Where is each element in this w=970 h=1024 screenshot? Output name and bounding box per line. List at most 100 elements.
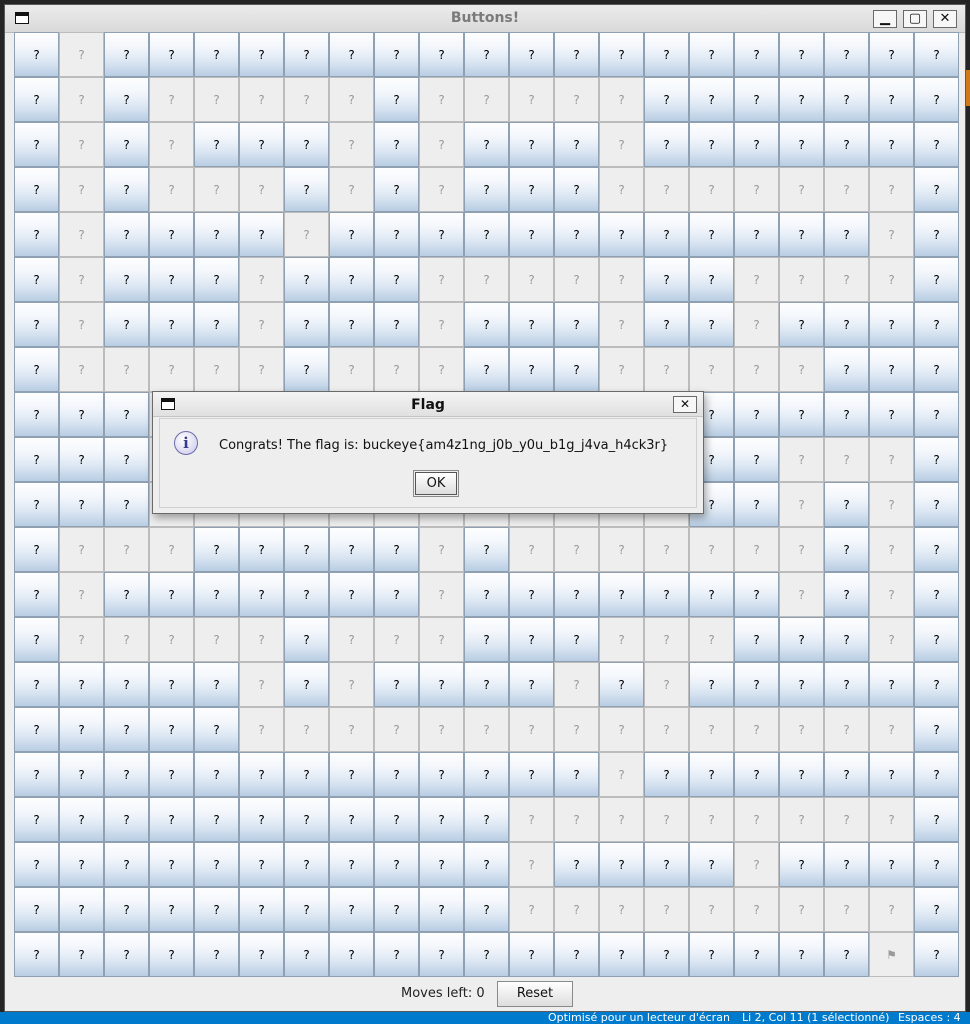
grid-button[interactable]: ? xyxy=(554,212,599,257)
grid-button[interactable]: ? xyxy=(644,752,689,797)
reset-button[interactable]: Reset xyxy=(497,981,573,1007)
grid-button[interactable]: ? xyxy=(374,797,419,842)
grid-button[interactable]: ? xyxy=(104,32,149,77)
grid-button[interactable]: ? xyxy=(734,77,779,122)
grid-button[interactable]: ? xyxy=(59,392,104,437)
grid-button[interactable]: ? xyxy=(464,842,509,887)
grid-button[interactable]: ? xyxy=(644,302,689,347)
grid-button[interactable]: ? xyxy=(734,437,779,482)
close-icon[interactable]: ✕ xyxy=(933,10,957,28)
grid-button[interactable]: ? xyxy=(239,842,284,887)
grid-button[interactable]: ? xyxy=(104,662,149,707)
grid-button[interactable]: ? xyxy=(59,437,104,482)
grid-button[interactable]: ? xyxy=(329,32,374,77)
dialog-close-icon[interactable]: ✕ xyxy=(673,396,697,413)
grid-button[interactable]: ? xyxy=(374,167,419,212)
grid-button[interactable]: ? xyxy=(509,212,554,257)
grid-button[interactable]: ? xyxy=(14,887,59,932)
grid-button[interactable]: ? xyxy=(824,212,869,257)
status-screen-reader[interactable]: Optimisé pour un lecteur d'écran xyxy=(548,1012,730,1024)
grid-button[interactable]: ? xyxy=(644,932,689,977)
grid-button[interactable]: ? xyxy=(464,122,509,167)
grid-button[interactable]: ? xyxy=(239,572,284,617)
grid-button[interactable]: ? xyxy=(329,302,374,347)
grid-button[interactable]: ? xyxy=(689,662,734,707)
grid-button[interactable]: ? xyxy=(59,842,104,887)
grid-button[interactable]: ? xyxy=(59,707,104,752)
grid-button[interactable]: ? xyxy=(509,167,554,212)
grid-button[interactable]: ? xyxy=(284,347,329,392)
grid-button[interactable]: ? xyxy=(869,122,914,167)
grid-button[interactable]: ? xyxy=(644,122,689,167)
grid-button[interactable]: ? xyxy=(194,212,239,257)
grid-button[interactable]: ? xyxy=(554,752,599,797)
grid-button[interactable]: ? xyxy=(914,212,959,257)
grid-button[interactable]: ? xyxy=(104,887,149,932)
grid-button[interactable]: ? xyxy=(779,77,824,122)
grid-button[interactable]: ? xyxy=(104,212,149,257)
grid-button[interactable]: ? xyxy=(689,212,734,257)
grid-button[interactable]: ? xyxy=(734,392,779,437)
grid-button[interactable]: ? xyxy=(869,752,914,797)
grid-button[interactable]: ? xyxy=(14,932,59,977)
grid-button[interactable]: ? xyxy=(599,32,644,77)
grid-button[interactable]: ? xyxy=(149,842,194,887)
grid-button[interactable]: ? xyxy=(914,167,959,212)
grid-button[interactable]: ? xyxy=(59,482,104,527)
grid-button[interactable]: ? xyxy=(779,392,824,437)
grid-button[interactable]: ? xyxy=(374,752,419,797)
grid-button[interactable]: ? xyxy=(464,752,509,797)
grid-button[interactable]: ? xyxy=(374,77,419,122)
minimize-icon[interactable]: ▁ xyxy=(873,10,897,28)
grid-button[interactable]: ? xyxy=(329,887,374,932)
grid-button[interactable]: ? xyxy=(509,32,554,77)
grid-button[interactable]: ? xyxy=(914,77,959,122)
grid-button[interactable]: ? xyxy=(14,527,59,572)
grid-button[interactable]: ? xyxy=(419,887,464,932)
grid-button[interactable]: ? xyxy=(149,752,194,797)
grid-button[interactable]: ? xyxy=(734,617,779,662)
grid-button[interactable]: ? xyxy=(599,572,644,617)
grid-button[interactable]: ? xyxy=(869,392,914,437)
grid-button[interactable]: ? xyxy=(599,842,644,887)
grid-button[interactable]: ? xyxy=(644,842,689,887)
grid-button[interactable]: ? xyxy=(194,842,239,887)
grid-button[interactable]: ? xyxy=(194,122,239,167)
grid-button[interactable]: ? xyxy=(914,32,959,77)
grid-button[interactable]: ? xyxy=(194,572,239,617)
grid-button[interactable]: ? xyxy=(284,932,329,977)
grid-button[interactable]: ? xyxy=(149,797,194,842)
grid-button[interactable]: ? xyxy=(59,932,104,977)
grid-button[interactable]: ? xyxy=(284,617,329,662)
grid-button[interactable]: ? xyxy=(104,257,149,302)
grid-button[interactable]: ? xyxy=(419,842,464,887)
grid-button[interactable]: ? xyxy=(14,797,59,842)
grid-button[interactable]: ? xyxy=(194,932,239,977)
grid-button[interactable]: ? xyxy=(239,32,284,77)
grid-button[interactable]: ? xyxy=(509,932,554,977)
grid-button[interactable]: ? xyxy=(914,797,959,842)
grid-button[interactable]: ? xyxy=(149,887,194,932)
grid-button[interactable]: ? xyxy=(374,527,419,572)
grid-button[interactable]: ? xyxy=(779,617,824,662)
grid-button[interactable]: ? xyxy=(14,212,59,257)
grid-button[interactable]: ? xyxy=(149,932,194,977)
grid-button[interactable]: ? xyxy=(509,662,554,707)
grid-button[interactable]: ? xyxy=(914,302,959,347)
grid-button[interactable]: ? xyxy=(644,77,689,122)
grid-button[interactable]: ? xyxy=(779,212,824,257)
grid-button[interactable]: ? xyxy=(284,887,329,932)
grid-button[interactable]: ? xyxy=(104,302,149,347)
grid-button[interactable]: ? xyxy=(149,257,194,302)
grid-button[interactable]: ? xyxy=(104,932,149,977)
grid-button[interactable]: ? xyxy=(149,212,194,257)
grid-button[interactable]: ? xyxy=(104,167,149,212)
grid-button[interactable]: ? xyxy=(464,167,509,212)
grid-button[interactable]: ? xyxy=(149,302,194,347)
grid-button[interactable]: ? xyxy=(14,392,59,437)
window-titlebar[interactable]: Buttons! ▁ ▢ ✕ xyxy=(5,5,965,33)
grid-button[interactable]: ? xyxy=(104,752,149,797)
grid-button[interactable]: ? xyxy=(689,932,734,977)
grid-button[interactable]: ? xyxy=(824,527,869,572)
grid-button[interactable]: ? xyxy=(779,932,824,977)
